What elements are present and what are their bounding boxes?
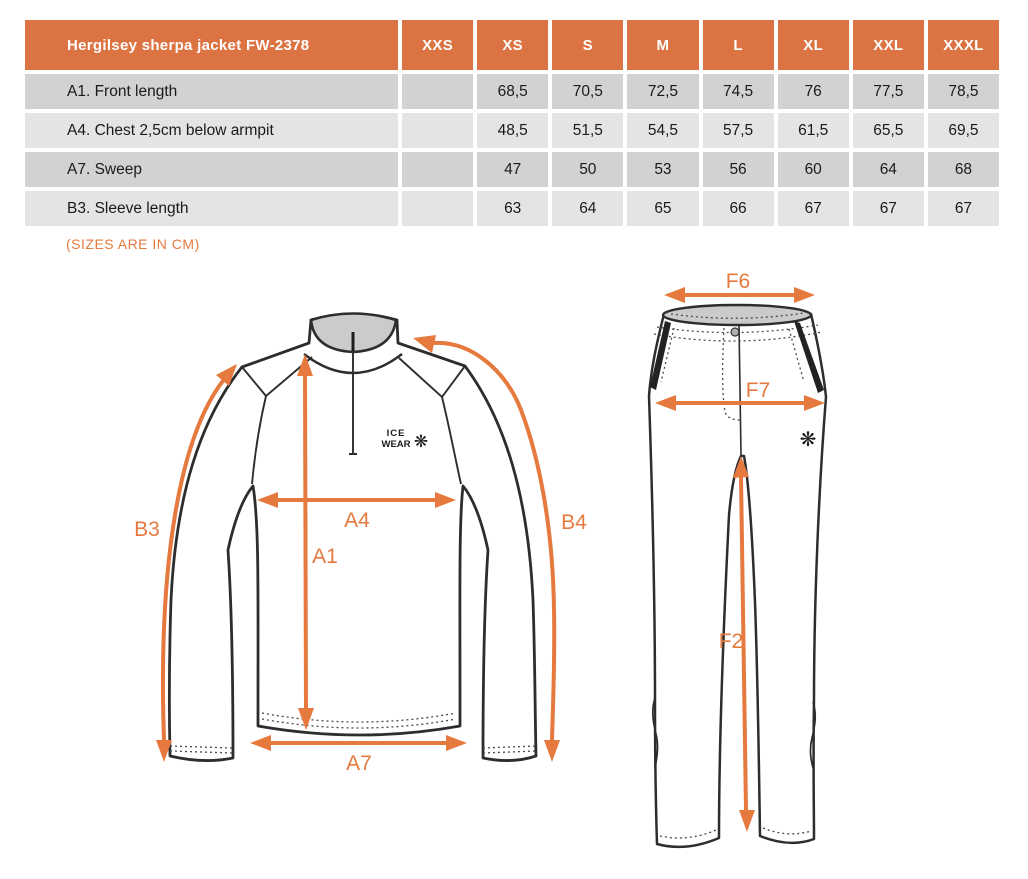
size-column-header: XXXL bbox=[927, 20, 999, 70]
left-pocket-stitch bbox=[660, 327, 675, 383]
size-value-cell: 78,5 bbox=[927, 74, 999, 109]
size-value-cell: 66 bbox=[702, 191, 774, 226]
snowflake-icon: ❋ bbox=[800, 427, 817, 451]
right-hem-stitch bbox=[762, 827, 812, 835]
front-seam bbox=[738, 323, 742, 456]
size-column-header: XL bbox=[777, 20, 849, 70]
size-value-cell: 67 bbox=[777, 191, 849, 226]
jacket-outline bbox=[167, 312, 538, 762]
size-value-cell: 76 bbox=[777, 74, 849, 109]
table-row: A4. Chest 2,5cm below armpit 48,5 51,5 5… bbox=[25, 113, 999, 148]
logo-line2: WEAR bbox=[381, 439, 410, 450]
waist-inner-stitch bbox=[670, 312, 805, 319]
size-value-cell: 69,5 bbox=[927, 113, 999, 148]
right-raglan-seam bbox=[441, 396, 462, 485]
label-a1: A1 bbox=[312, 545, 338, 568]
size-column-header: XXS bbox=[402, 20, 474, 70]
size-value-cell: 61,5 bbox=[777, 113, 849, 148]
size-column-header: M bbox=[627, 20, 699, 70]
fly-stitch bbox=[721, 327, 741, 421]
pants-diagram: ❋ F6 F7 F2 bbox=[647, 270, 828, 849]
left-pocket bbox=[650, 321, 671, 390]
right-pocket-stitch bbox=[788, 328, 805, 383]
measurement-label-cell: A1. Front length bbox=[25, 74, 398, 109]
size-value-cell: 70,5 bbox=[552, 74, 624, 109]
size-value-cell: 54,5 bbox=[627, 113, 699, 148]
table-row: A7. Sweep 47 50 53 56 60 64 68 bbox=[25, 152, 999, 187]
arrow-f2 bbox=[733, 456, 755, 832]
size-value-cell: 57,5 bbox=[702, 113, 774, 148]
size-value-cell: 48,5 bbox=[477, 113, 549, 148]
size-value-cell: 60 bbox=[777, 152, 849, 187]
size-value-cell: 65,5 bbox=[852, 113, 924, 148]
waistband-top bbox=[661, 303, 813, 327]
hem-stitch bbox=[261, 712, 457, 729]
pants-outline bbox=[647, 307, 828, 849]
size-value-cell: 63 bbox=[477, 191, 549, 226]
size-value-cell: 67 bbox=[852, 191, 924, 226]
size-column-header: XS bbox=[477, 20, 549, 70]
label-f7: F7 bbox=[746, 379, 771, 402]
table-header-row: Hergilsey sherpa jacket FW-2378 XXS XS S… bbox=[25, 20, 999, 70]
size-value-cell: 51,5 bbox=[552, 113, 624, 148]
measurement-label-cell: A7. Sweep bbox=[25, 152, 398, 187]
waist-button bbox=[730, 327, 740, 337]
label-f2: F2 bbox=[719, 630, 744, 653]
label-a4: A4 bbox=[344, 509, 370, 532]
size-column-header: S bbox=[552, 20, 624, 70]
size-value-cell: 53 bbox=[627, 152, 699, 187]
table-row: B3. Sleeve length 63 64 65 66 67 67 67 bbox=[25, 191, 999, 226]
arrow-f6 bbox=[664, 287, 815, 303]
left-raglan-seam bbox=[251, 395, 267, 485]
label-a7: A7 bbox=[346, 752, 372, 775]
snowflake-icon: ❋ bbox=[414, 432, 428, 452]
size-column-header: XXL bbox=[852, 20, 924, 70]
size-value-cell bbox=[402, 152, 474, 187]
logo-line1: ICE bbox=[387, 428, 406, 439]
label-b4: B4 bbox=[561, 511, 587, 534]
units-note: (SIZES ARE IN CM) bbox=[66, 236, 200, 252]
garment-diagrams: ICE WEAR ❋ bbox=[134, 270, 828, 849]
size-value-cell: 68,5 bbox=[477, 74, 549, 109]
measurement-label-cell: B3. Sleeve length bbox=[25, 191, 398, 226]
arrow-b3 bbox=[156, 364, 237, 762]
size-value-cell: 50 bbox=[552, 152, 624, 187]
arrow-a7 bbox=[250, 735, 467, 751]
size-value-cell: 64 bbox=[552, 191, 624, 226]
arrow-a1 bbox=[297, 354, 314, 730]
left-knee-wrinkle bbox=[651, 697, 659, 769]
size-value-cell: 47 bbox=[477, 152, 549, 187]
right-pocket bbox=[794, 321, 824, 393]
arrow-f7 bbox=[655, 395, 825, 411]
size-value-cell bbox=[402, 113, 474, 148]
icewear-logo: ICE WEAR ❋ bbox=[381, 428, 428, 452]
table-row: A1. Front length 68,5 70,5 72,5 74,5 76 … bbox=[25, 74, 999, 109]
right-knee-wrinkle bbox=[809, 701, 817, 769]
right-cuff-stitch bbox=[482, 745, 537, 754]
arrow-a4 bbox=[257, 492, 456, 508]
size-value-cell: 65 bbox=[627, 191, 699, 226]
size-value-cell bbox=[402, 191, 474, 226]
size-table: Hergilsey sherpa jacket FW-2378 XXS XS S… bbox=[21, 16, 1003, 230]
arrow-b4 bbox=[413, 335, 560, 762]
size-value-cell: 77,5 bbox=[852, 74, 924, 109]
size-value-cell: 74,5 bbox=[702, 74, 774, 109]
size-value-cell: 64 bbox=[852, 152, 924, 187]
size-value-cell: 68 bbox=[927, 152, 999, 187]
zipper-line bbox=[349, 353, 357, 455]
left-cuff-stitch bbox=[169, 745, 234, 754]
size-value-cell: 67 bbox=[927, 191, 999, 226]
jacket-diagram: ICE WEAR ❋ bbox=[134, 312, 587, 775]
table-title: Hergilsey sherpa jacket FW-2378 bbox=[25, 20, 398, 70]
label-f6: F6 bbox=[726, 270, 751, 293]
label-b3: B3 bbox=[134, 518, 160, 541]
size-value-cell: 72,5 bbox=[627, 74, 699, 109]
measurement-label-cell: A4. Chest 2,5cm below armpit bbox=[25, 113, 398, 148]
size-column-header: L bbox=[702, 20, 774, 70]
size-value-cell: 56 bbox=[702, 152, 774, 187]
size-value-cell bbox=[402, 74, 474, 109]
